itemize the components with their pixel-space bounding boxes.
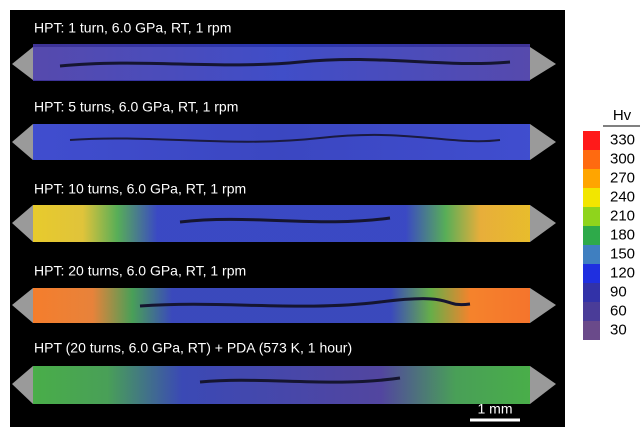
- hardness-map: [33, 366, 530, 404]
- legend-value: 210: [610, 207, 635, 224]
- hardness-map: [33, 124, 530, 160]
- legend-value: 60: [610, 302, 627, 319]
- panel-label: HPT: 1 turn, 6.0 GPa, RT, 1 rpm: [34, 20, 231, 36]
- legend-value: 240: [610, 188, 635, 205]
- panel-label: HPT: 20 turns, 6.0 GPa, RT, 1 rpm: [34, 263, 246, 279]
- legend-value: 330: [610, 131, 635, 148]
- legend-value: 180: [610, 226, 635, 243]
- legend-value: 30: [610, 321, 627, 338]
- legend-swatch: [583, 188, 600, 207]
- legend-value: 90: [610, 283, 627, 300]
- figure: HPT: 1 turn, 6.0 GPa, RT, 1 rpm HPT: 5 t…: [0, 0, 643, 427]
- legend-swatch: [583, 226, 600, 245]
- legend-swatch: [583, 169, 600, 188]
- legend-swatch: [583, 321, 600, 340]
- panel-label: HPT: 5 turns, 6.0 GPa, RT, 1 rpm: [34, 99, 238, 115]
- legend-swatch: [583, 150, 600, 169]
- color-legend: Hv 330 300 270 240 210 180 150 120 90 60 30: [583, 107, 640, 340]
- legend-value: 270: [610, 169, 635, 186]
- hardness-map: [33, 205, 530, 242]
- legend-swatch: [583, 245, 600, 264]
- page: {"panels": [ {"label": "HPT: 1 turn, 6.0…: [0, 0, 643, 427]
- scale-bar-label: 1 mm: [478, 401, 513, 417]
- legend-swatch: [583, 283, 600, 302]
- legend-swatch: [583, 131, 600, 150]
- legend-value: 300: [610, 150, 635, 167]
- legend-swatch: [583, 207, 600, 226]
- panel-label: HPT: 10 turns, 6.0 GPa, RT, 1 rpm: [34, 181, 246, 197]
- legend-swatch: [583, 264, 600, 283]
- legend-value: 150: [610, 245, 635, 262]
- panel-label: HPT (20 turns, 6.0 GPa, RT) + PDA (573 K…: [34, 340, 352, 356]
- legend-value: 120: [610, 264, 635, 281]
- legend-swatch: [583, 302, 600, 321]
- legend-title: Hv: [613, 107, 632, 124]
